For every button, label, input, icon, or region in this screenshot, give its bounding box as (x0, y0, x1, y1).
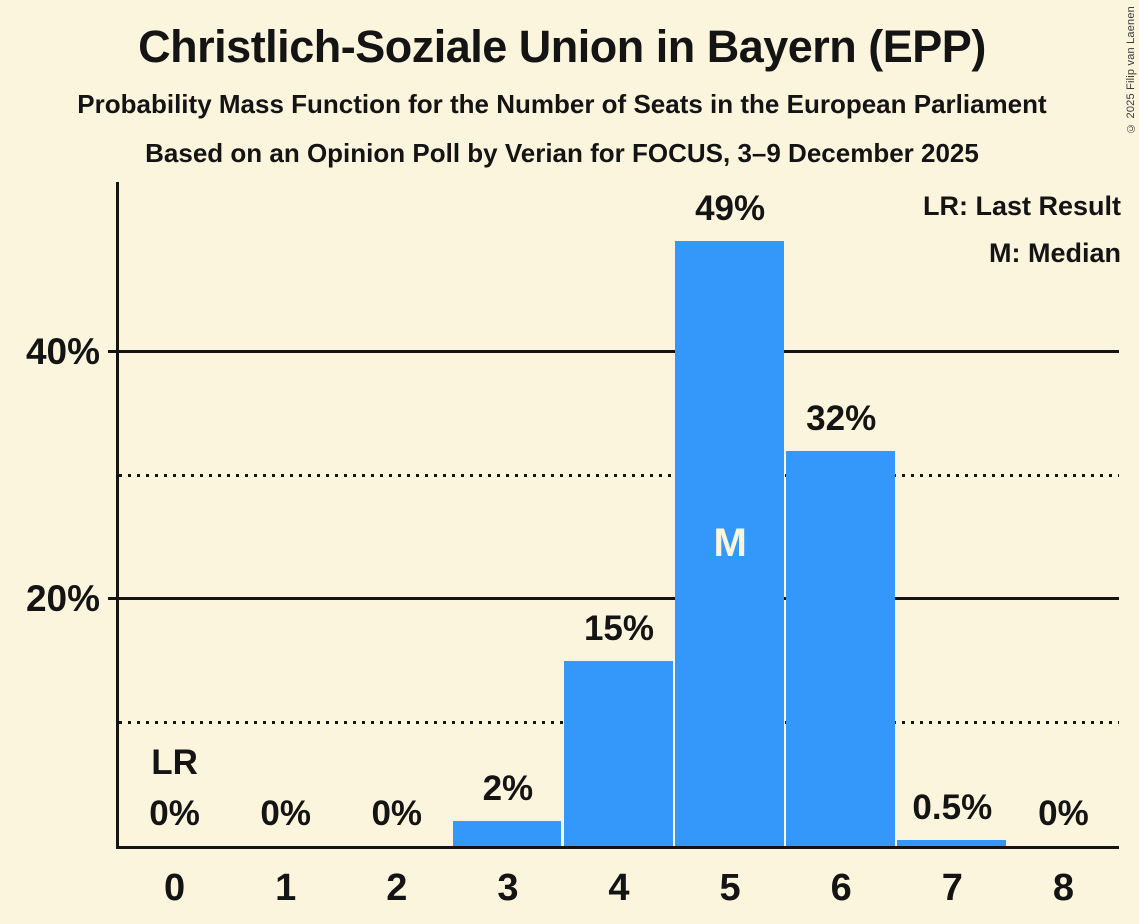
chart-legend: LR: Last Result M: Median (923, 183, 1121, 277)
plot-area: 0% 0% 0% 2% 15% 49% 32% 0.5% 0% M LR (108, 182, 1119, 849)
x-tick-label-seat-2: 2 (386, 867, 408, 909)
gridline-30pct (119, 473, 1119, 477)
x-tick-label-seat-1: 1 (275, 867, 297, 909)
y-tick-label-20pct: 20% (25, 578, 100, 620)
plot-inner: 0% 0% 0% 2% 15% 49% 32% 0.5% 0% M LR (108, 182, 1119, 846)
x-tick-label-seat-5: 5 (719, 867, 741, 909)
bar-value-label-seat-1: 0% (260, 794, 311, 833)
legend-last-result: LR: Last Result (922, 191, 1121, 221)
x-tick-label-seat-7: 7 (941, 867, 963, 909)
bar-value-label-seat-0: 0% (149, 794, 200, 833)
bar-value-label-seat-8: 0% (1038, 794, 1089, 833)
bar-seat-7 (897, 839, 1006, 846)
legend-median: M: Median (989, 238, 1121, 268)
bar-seat-3 (452, 821, 562, 846)
last-result-marker: LR (151, 743, 198, 782)
bar-value-label-seat-7: 0.5% (912, 787, 993, 827)
bar-seat-6 (786, 450, 895, 846)
bar-value-label-seat-3: 2% (482, 769, 534, 809)
bar-value-label-seat-4: 15% (583, 608, 655, 648)
bar-value-label-seat-6: 32% (806, 398, 877, 438)
x-tick-label-seat-0: 0 (163, 867, 186, 909)
x-tick-label-seat-6: 6 (830, 867, 852, 909)
x-tick-label-seat-3: 3 (497, 867, 519, 909)
chart-subtitle: Probability Mass Function for the Number… (77, 89, 1047, 119)
page-title: Christlich-Soziale Union in Bayern (EPP) (138, 21, 986, 72)
chart-source-line: Based on an Opinion Poll by Verian for F… (145, 138, 979, 168)
y-tick-label-40pct: 40% (25, 331, 100, 373)
copyright-notice: © 2025 Filip van Laenen (1125, 6, 1137, 134)
bar-value-label-seat-5: 49% (695, 188, 766, 228)
gridline-40pct (108, 350, 1119, 354)
bar-seat-4 (563, 660, 673, 846)
median-marker: M (713, 521, 747, 566)
gridline-20pct (108, 597, 1119, 601)
x-tick-label-seat-8: 8 (1052, 867, 1074, 909)
x-tick-label-seat-4: 4 (608, 867, 630, 909)
bar-value-label-seat-2: 0% (371, 794, 423, 833)
bar-seat-5 (675, 240, 784, 846)
